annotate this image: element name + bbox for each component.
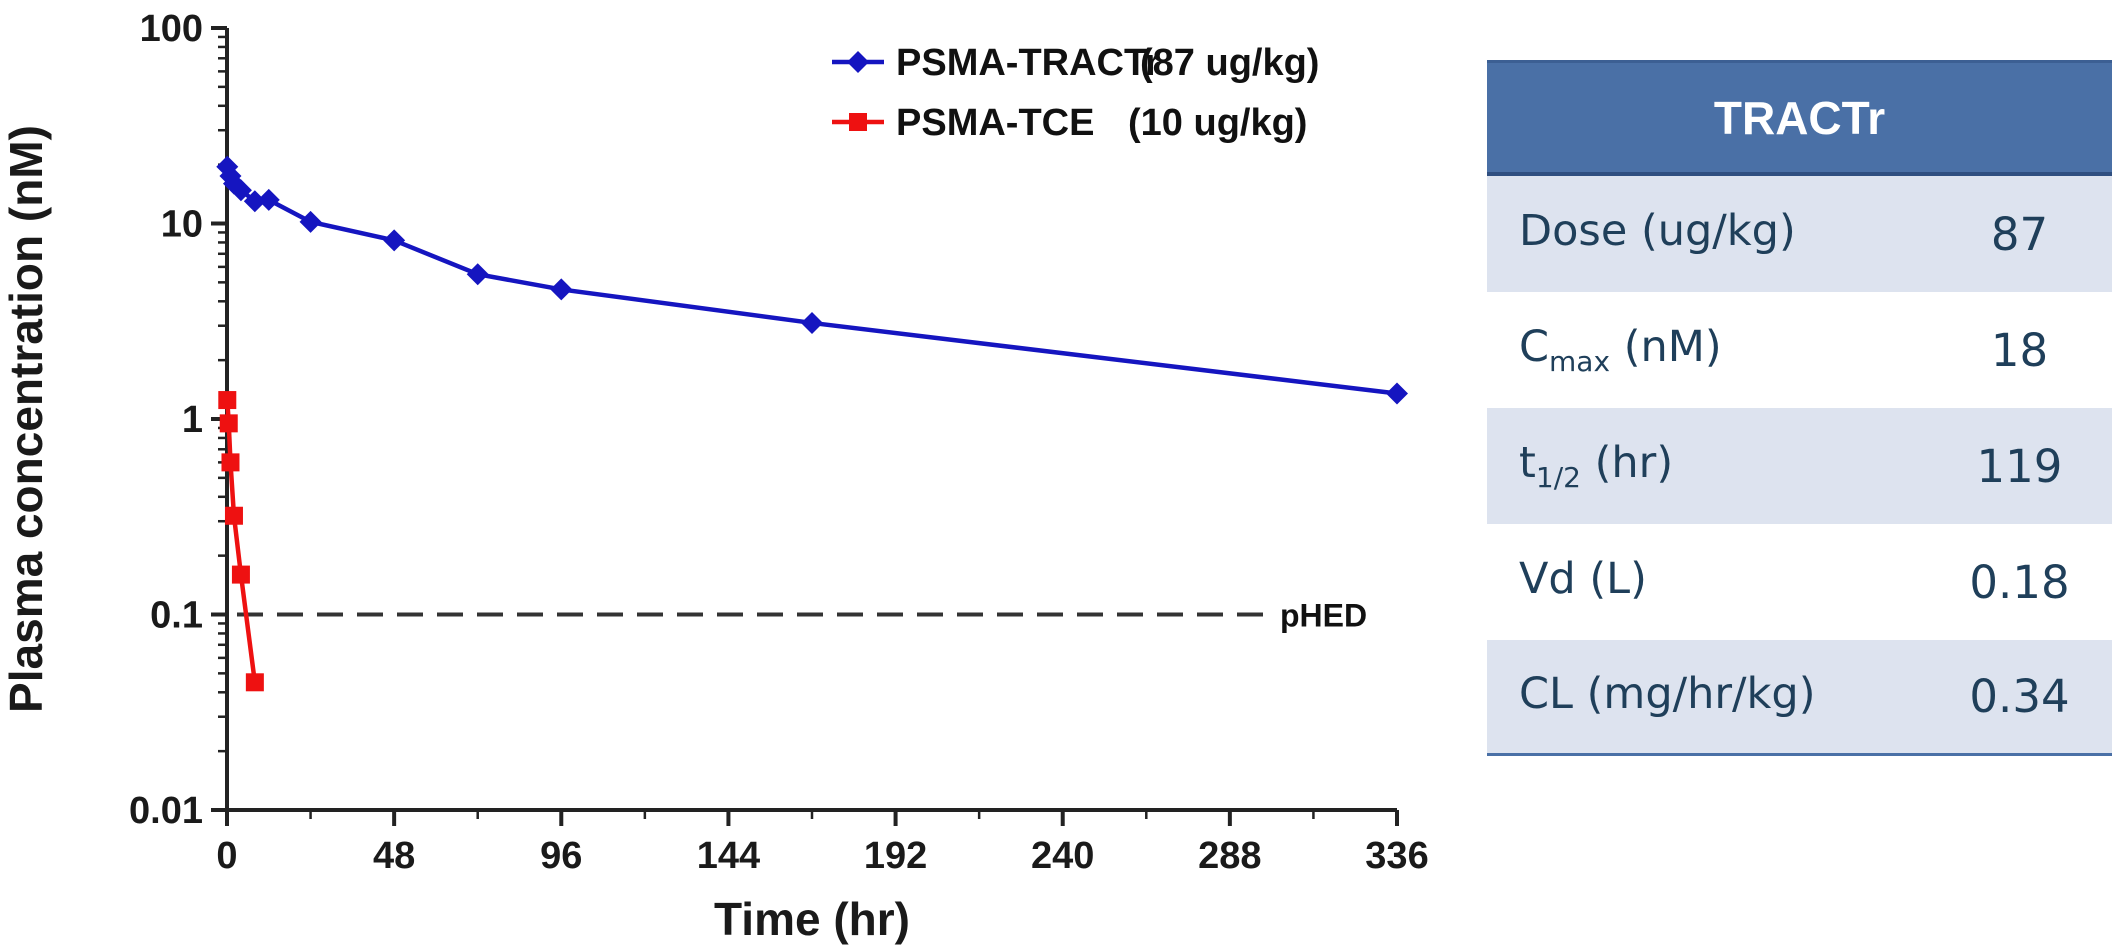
y-axis-title: Plasma concentration (nM)	[0, 125, 52, 713]
data-point	[245, 673, 264, 692]
series-line	[225, 166, 1398, 396]
pk-parameter-table: TRACTr Dose (ug/kg) 87 Cmax (nM) 18 t1/2…	[1487, 60, 2112, 756]
y-tick-label: 100	[140, 8, 203, 50]
table-row-cmax: Cmax (nM) 18	[1487, 292, 2112, 408]
legend-marker	[849, 113, 867, 131]
row-label: CL (mg/hr/kg)	[1519, 668, 1816, 719]
data-point	[550, 278, 573, 301]
legend-item-psma-tce: PSMA-TCE (10 ug/kg)	[832, 102, 1307, 144]
data-point	[383, 229, 406, 252]
reference-line-label: pHED	[1280, 598, 1367, 634]
row-value: 87	[1990, 207, 2049, 261]
reference-line-group: pHED	[237, 598, 1367, 634]
data-point	[224, 506, 243, 525]
row-label: t1/2 (hr)	[1519, 438, 1674, 494]
row-label: Dose (ug/kg)	[1519, 206, 1796, 256]
x-tick-label: 336	[1365, 835, 1428, 877]
data-point	[221, 453, 240, 472]
y-tick-label: 0.1	[150, 595, 203, 637]
data-point	[218, 391, 237, 410]
data-point	[1386, 382, 1408, 405]
row-value: 0.18	[1969, 555, 2070, 609]
series-psma-tce	[218, 391, 264, 692]
data-point	[229, 179, 252, 202]
legend-dose-label: (87 ug/kg)	[1140, 42, 1319, 84]
x-tick-label: 0	[216, 835, 237, 877]
x-axis-title: Time (hr)	[714, 893, 910, 945]
table-row-half-life: t1/2 (hr) 119	[1487, 408, 2112, 524]
y-tick-label: 10	[161, 204, 203, 246]
row-value: 119	[1976, 439, 2063, 493]
data-point	[466, 263, 489, 286]
row-value: 0.34	[1969, 670, 2070, 723]
data-point	[299, 210, 322, 233]
x-tick-label: 240	[1031, 835, 1094, 877]
table-title: TRACTr	[1713, 91, 1886, 144]
series-psma-tractr	[216, 155, 1408, 405]
table-body: Dose (ug/kg) 87 Cmax (nM) 18 t1/2 (hr) 1…	[1487, 176, 2112, 756]
x-tick-label: 288	[1198, 835, 1261, 877]
x-tick-label: 192	[864, 835, 927, 877]
chart-legend: PSMA-TRACTr(87 ug/kg) PSMA-TCE (10 ug/kg)	[832, 42, 1319, 144]
series-line	[225, 399, 258, 683]
row-value: 18	[1990, 323, 2049, 377]
y-tick-label: 1	[182, 399, 203, 441]
y-tick-label: 0.01	[129, 790, 203, 832]
table-row-cl: CL (mg/hr/kg) 0.34	[1487, 640, 2112, 756]
legend-item-psma-tractr: PSMA-TRACTr(87 ug/kg)	[832, 42, 1319, 84]
data-point	[231, 565, 250, 584]
row-label: Cmax (nM)	[1519, 322, 1722, 378]
data-point	[219, 414, 238, 433]
table-row-dose: Dose (ug/kg) 87	[1487, 176, 2112, 292]
x-tick-label: 144	[697, 835, 760, 877]
data-point	[243, 190, 266, 213]
data-point	[257, 188, 280, 211]
legend-dose-label: (10 ug/kg)	[1128, 102, 1307, 144]
chart-axes: 0.01 0.1 1 10 100 0 48 96 144 192 240 288 336 Time (h…	[0, 8, 1429, 945]
table-row-vd: Vd (L) 0.18	[1487, 524, 2112, 640]
data-point	[801, 311, 823, 334]
x-tick-label: 48	[373, 835, 415, 877]
x-tick-label: 96	[540, 835, 582, 877]
table-header: TRACTr	[1487, 60, 2112, 176]
row-label: Vd (L)	[1519, 554, 1647, 604]
legend-series-name: PSMA-TRACTr	[896, 42, 1160, 84]
legend-marker	[847, 51, 869, 73]
pk-chart: 0.01 0.1 1 10 100 0 48 96 144 192 240 288 336 Time (h…	[0, 8, 1429, 945]
series-group	[216, 155, 1408, 692]
legend-series-name: PSMA-TCE	[896, 102, 1094, 144]
